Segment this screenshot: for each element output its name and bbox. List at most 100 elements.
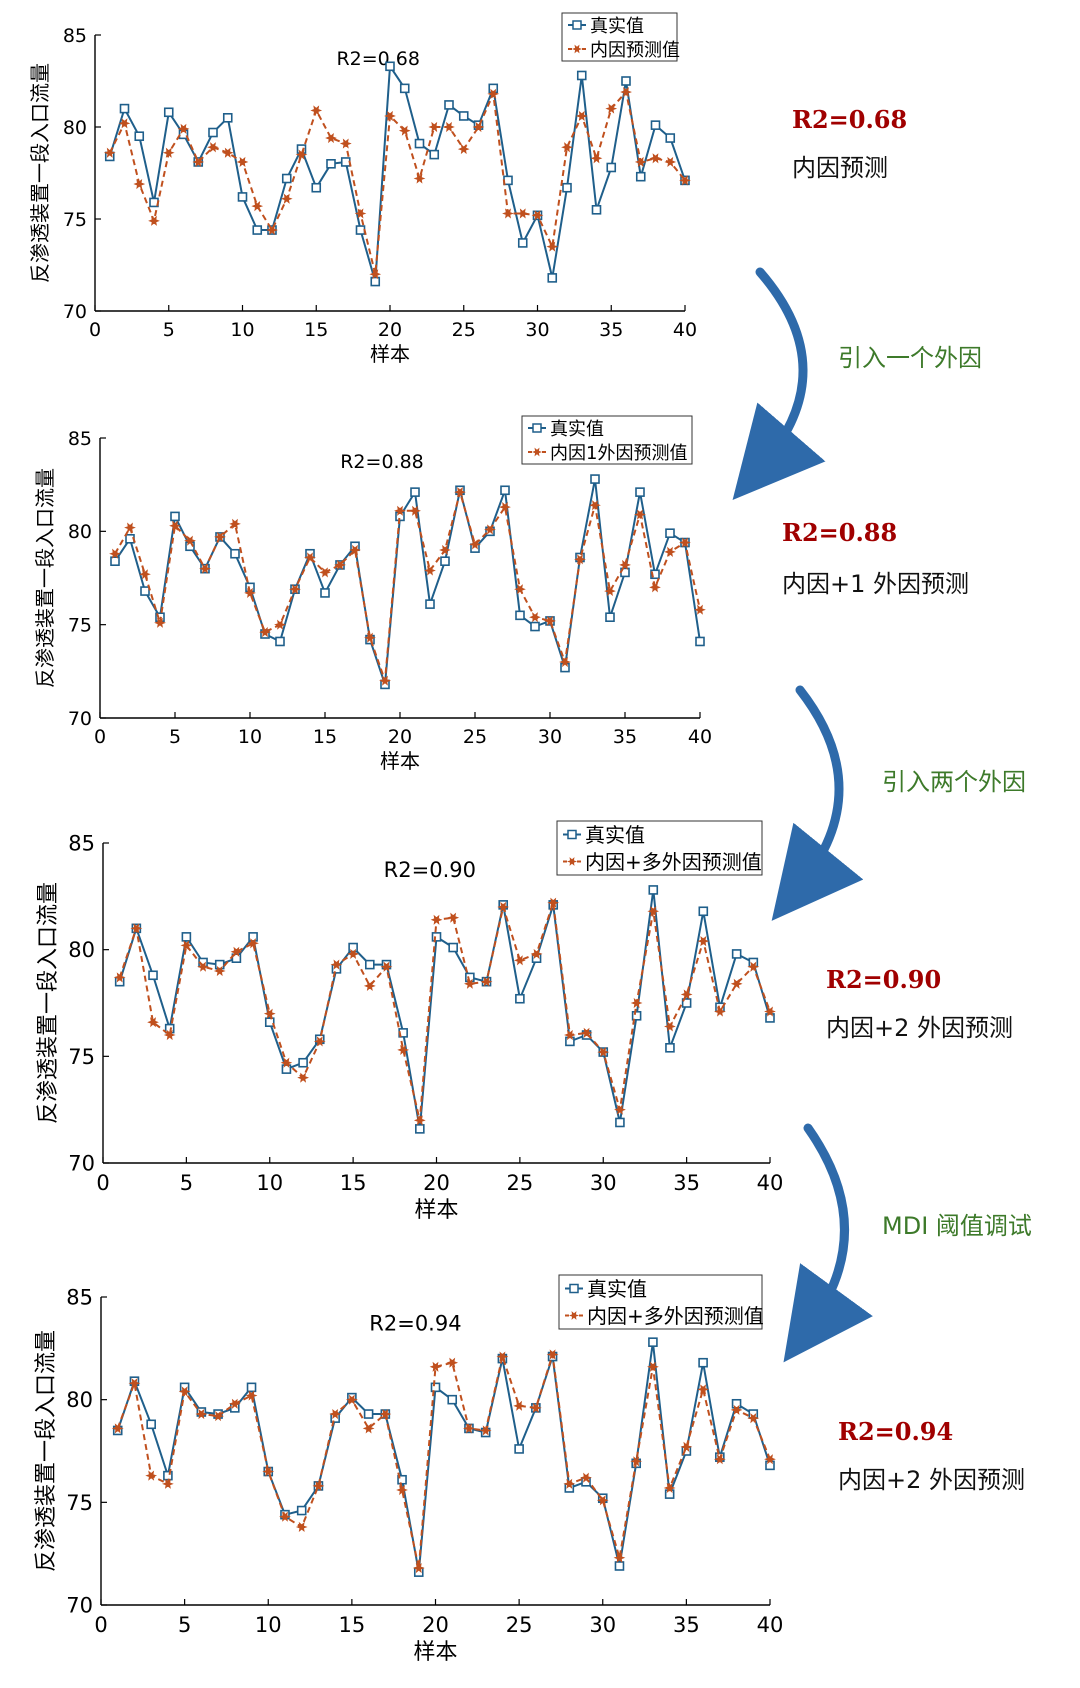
r2-annotation: R2=0.94 xyxy=(369,1311,461,1335)
predicted-data-point xyxy=(747,961,760,972)
predicted-data-point xyxy=(694,604,706,615)
actual-data-point xyxy=(281,173,292,184)
step-label: 引入两个外因 xyxy=(882,768,1026,796)
actual-data-point xyxy=(731,949,742,959)
predicted-data-point xyxy=(574,554,586,565)
predicted-data-point xyxy=(362,1423,375,1434)
side-note-label: 内因+1 外因预测 xyxy=(782,570,969,598)
chart-panel-3: 70 75 80 85 0 5 10 15 20 25 30 35 40 样本 反渗透装置一段入口流量 R2=… xyxy=(36,820,784,1223)
curved-arrow-icon xyxy=(732,267,826,501)
x-tick-label: 40 xyxy=(757,1171,784,1195)
x-axis-label: 样本 xyxy=(414,1198,458,1223)
predicted-data-point xyxy=(529,1402,542,1413)
predicted-data-point xyxy=(559,656,571,668)
predicted-data-point xyxy=(180,940,193,951)
side-note-1: R2=0.68 内因预测 xyxy=(792,105,907,182)
predicted-data-point xyxy=(245,1390,258,1401)
actual-data-point xyxy=(547,273,558,283)
predicted-data-point xyxy=(497,901,510,913)
predicted-data-point xyxy=(394,505,406,516)
x-tick-label: 15 xyxy=(340,1171,367,1195)
predicted-data-point xyxy=(339,138,352,149)
series-predicted xyxy=(113,897,776,1126)
step-2: 引入两个外因 xyxy=(771,685,1026,921)
actual-data-point xyxy=(252,225,263,235)
actual-data-point xyxy=(698,1357,708,1368)
x-tick-label: 15 xyxy=(339,1613,366,1637)
predicted-data-point xyxy=(266,224,278,236)
predicted-data-point xyxy=(605,103,618,114)
actual-data-point xyxy=(500,485,510,496)
y-tick-label: 75 xyxy=(68,1045,95,1069)
actual-data-point xyxy=(560,662,570,673)
predicted-data-point xyxy=(614,1104,626,1115)
predicted-data-point xyxy=(580,1472,592,1483)
series-actual xyxy=(114,885,775,1134)
legend-entry: 内因+多外因预测值 xyxy=(585,850,762,874)
actual-data-point xyxy=(429,149,440,160)
actual-data-point xyxy=(648,1337,658,1347)
actual-data-point xyxy=(650,120,661,130)
side-note-label: 内因+2 外因预测 xyxy=(826,1014,1013,1042)
curved-arrow-icon xyxy=(771,685,864,921)
series-actual xyxy=(110,474,705,690)
predicted-data-point xyxy=(280,1057,293,1068)
predicted-data-point xyxy=(546,1349,559,1360)
r2-annotation: R2=0.88 xyxy=(340,451,424,473)
actual-data-point xyxy=(448,942,458,953)
side-note-label: 内因+2 外因预测 xyxy=(838,1466,1025,1494)
legend-entry: 真实值 xyxy=(550,419,604,440)
actual-data-point xyxy=(681,998,692,1008)
predicted-data-point xyxy=(479,1425,492,1436)
predicted-data-point xyxy=(484,524,496,535)
x-tick-label: 40 xyxy=(757,1613,784,1637)
x-tick-label: 10 xyxy=(230,319,254,341)
predicted-data-point xyxy=(663,1482,676,1494)
predicted-data-point xyxy=(589,500,601,511)
actual-data-point xyxy=(281,1064,292,1074)
x-tick-label: 35 xyxy=(599,319,623,341)
chart-panel-4: 70 75 80 85 0 5 10 15 20 25 30 35 40 样本 反渗透装置一段入口流量 R2=… xyxy=(34,1274,784,1665)
chart-panel-1: 70 75 80 85 0 5 10 15 20 25 30 35 40 样本 反渗透装置一段入口流量 R2=… xyxy=(28,12,697,366)
predicted-data-point xyxy=(580,1027,593,1038)
predicted-data-point xyxy=(330,959,343,970)
predicted-data-point xyxy=(364,632,376,643)
predicted-data-point xyxy=(379,1408,392,1420)
predicted-data-point xyxy=(714,1006,726,1017)
predicted-data-point xyxy=(346,1394,358,1405)
predicted-data-point xyxy=(297,1072,309,1083)
actual-data-point xyxy=(665,133,676,143)
predicted-data-point xyxy=(439,544,451,556)
actual-data-point xyxy=(447,1394,458,1405)
y-tick-label: 80 xyxy=(68,938,95,962)
predicted-data-point xyxy=(221,147,234,158)
predicted-data-point xyxy=(310,105,323,116)
predicted-data-point xyxy=(178,1386,191,1397)
actual-data-point xyxy=(246,1382,257,1393)
predicted-data-point xyxy=(380,961,393,972)
predicted-data-point xyxy=(697,1384,709,1395)
series-predicted xyxy=(111,1349,776,1574)
step-label: 引入一个外因 xyxy=(838,344,982,372)
y-tick-label: 80 xyxy=(66,1388,93,1412)
predicted-data-point xyxy=(169,520,181,531)
x-tick-label: 5 xyxy=(178,1613,191,1637)
actual-data-point xyxy=(110,556,120,567)
actual-data-point xyxy=(425,599,435,609)
actual-series-line xyxy=(116,1342,771,1573)
y-tick-label: 75 xyxy=(66,1491,93,1515)
predicted-data-point xyxy=(251,201,264,212)
x-tick-label: 30 xyxy=(589,1613,616,1637)
actual-data-point xyxy=(576,70,587,81)
predicted-data-point xyxy=(163,1029,176,1041)
actual-data-point xyxy=(320,588,330,598)
x-tick-label: 10 xyxy=(238,726,262,748)
predicted-data-point xyxy=(147,1017,159,1028)
actual-data-point xyxy=(163,107,174,118)
predicted-data-point xyxy=(111,1423,124,1434)
predicted-data-point xyxy=(363,980,376,992)
legend-entry: 真实值 xyxy=(590,16,644,37)
predicted-data-point xyxy=(162,147,175,158)
actual-data-point xyxy=(208,127,218,138)
